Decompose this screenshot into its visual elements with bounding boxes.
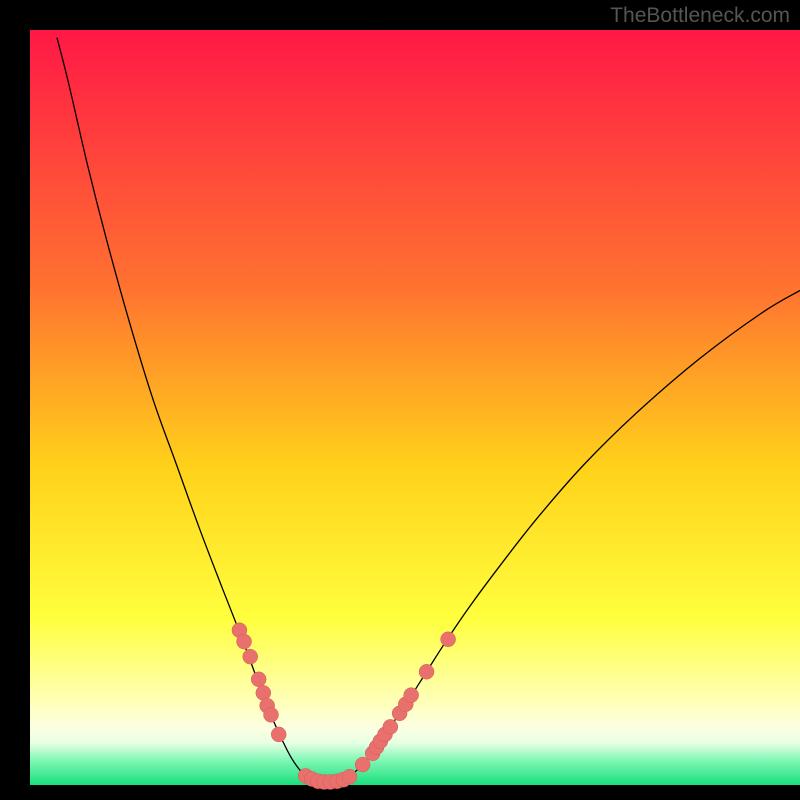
marker-group (232, 623, 456, 790)
data-marker (404, 688, 419, 703)
data-marker (419, 664, 434, 679)
data-marker (271, 727, 286, 742)
data-marker (251, 672, 266, 687)
data-marker (264, 707, 279, 722)
chart-container: TheBottleneck.com (0, 0, 800, 800)
data-marker (342, 769, 357, 784)
plot-svg (30, 30, 800, 785)
data-marker (441, 632, 456, 647)
data-marker (383, 719, 398, 734)
data-marker (237, 634, 252, 649)
watermark: TheBottleneck.com (610, 4, 790, 28)
plot-area (30, 30, 800, 785)
data-marker (243, 649, 258, 664)
